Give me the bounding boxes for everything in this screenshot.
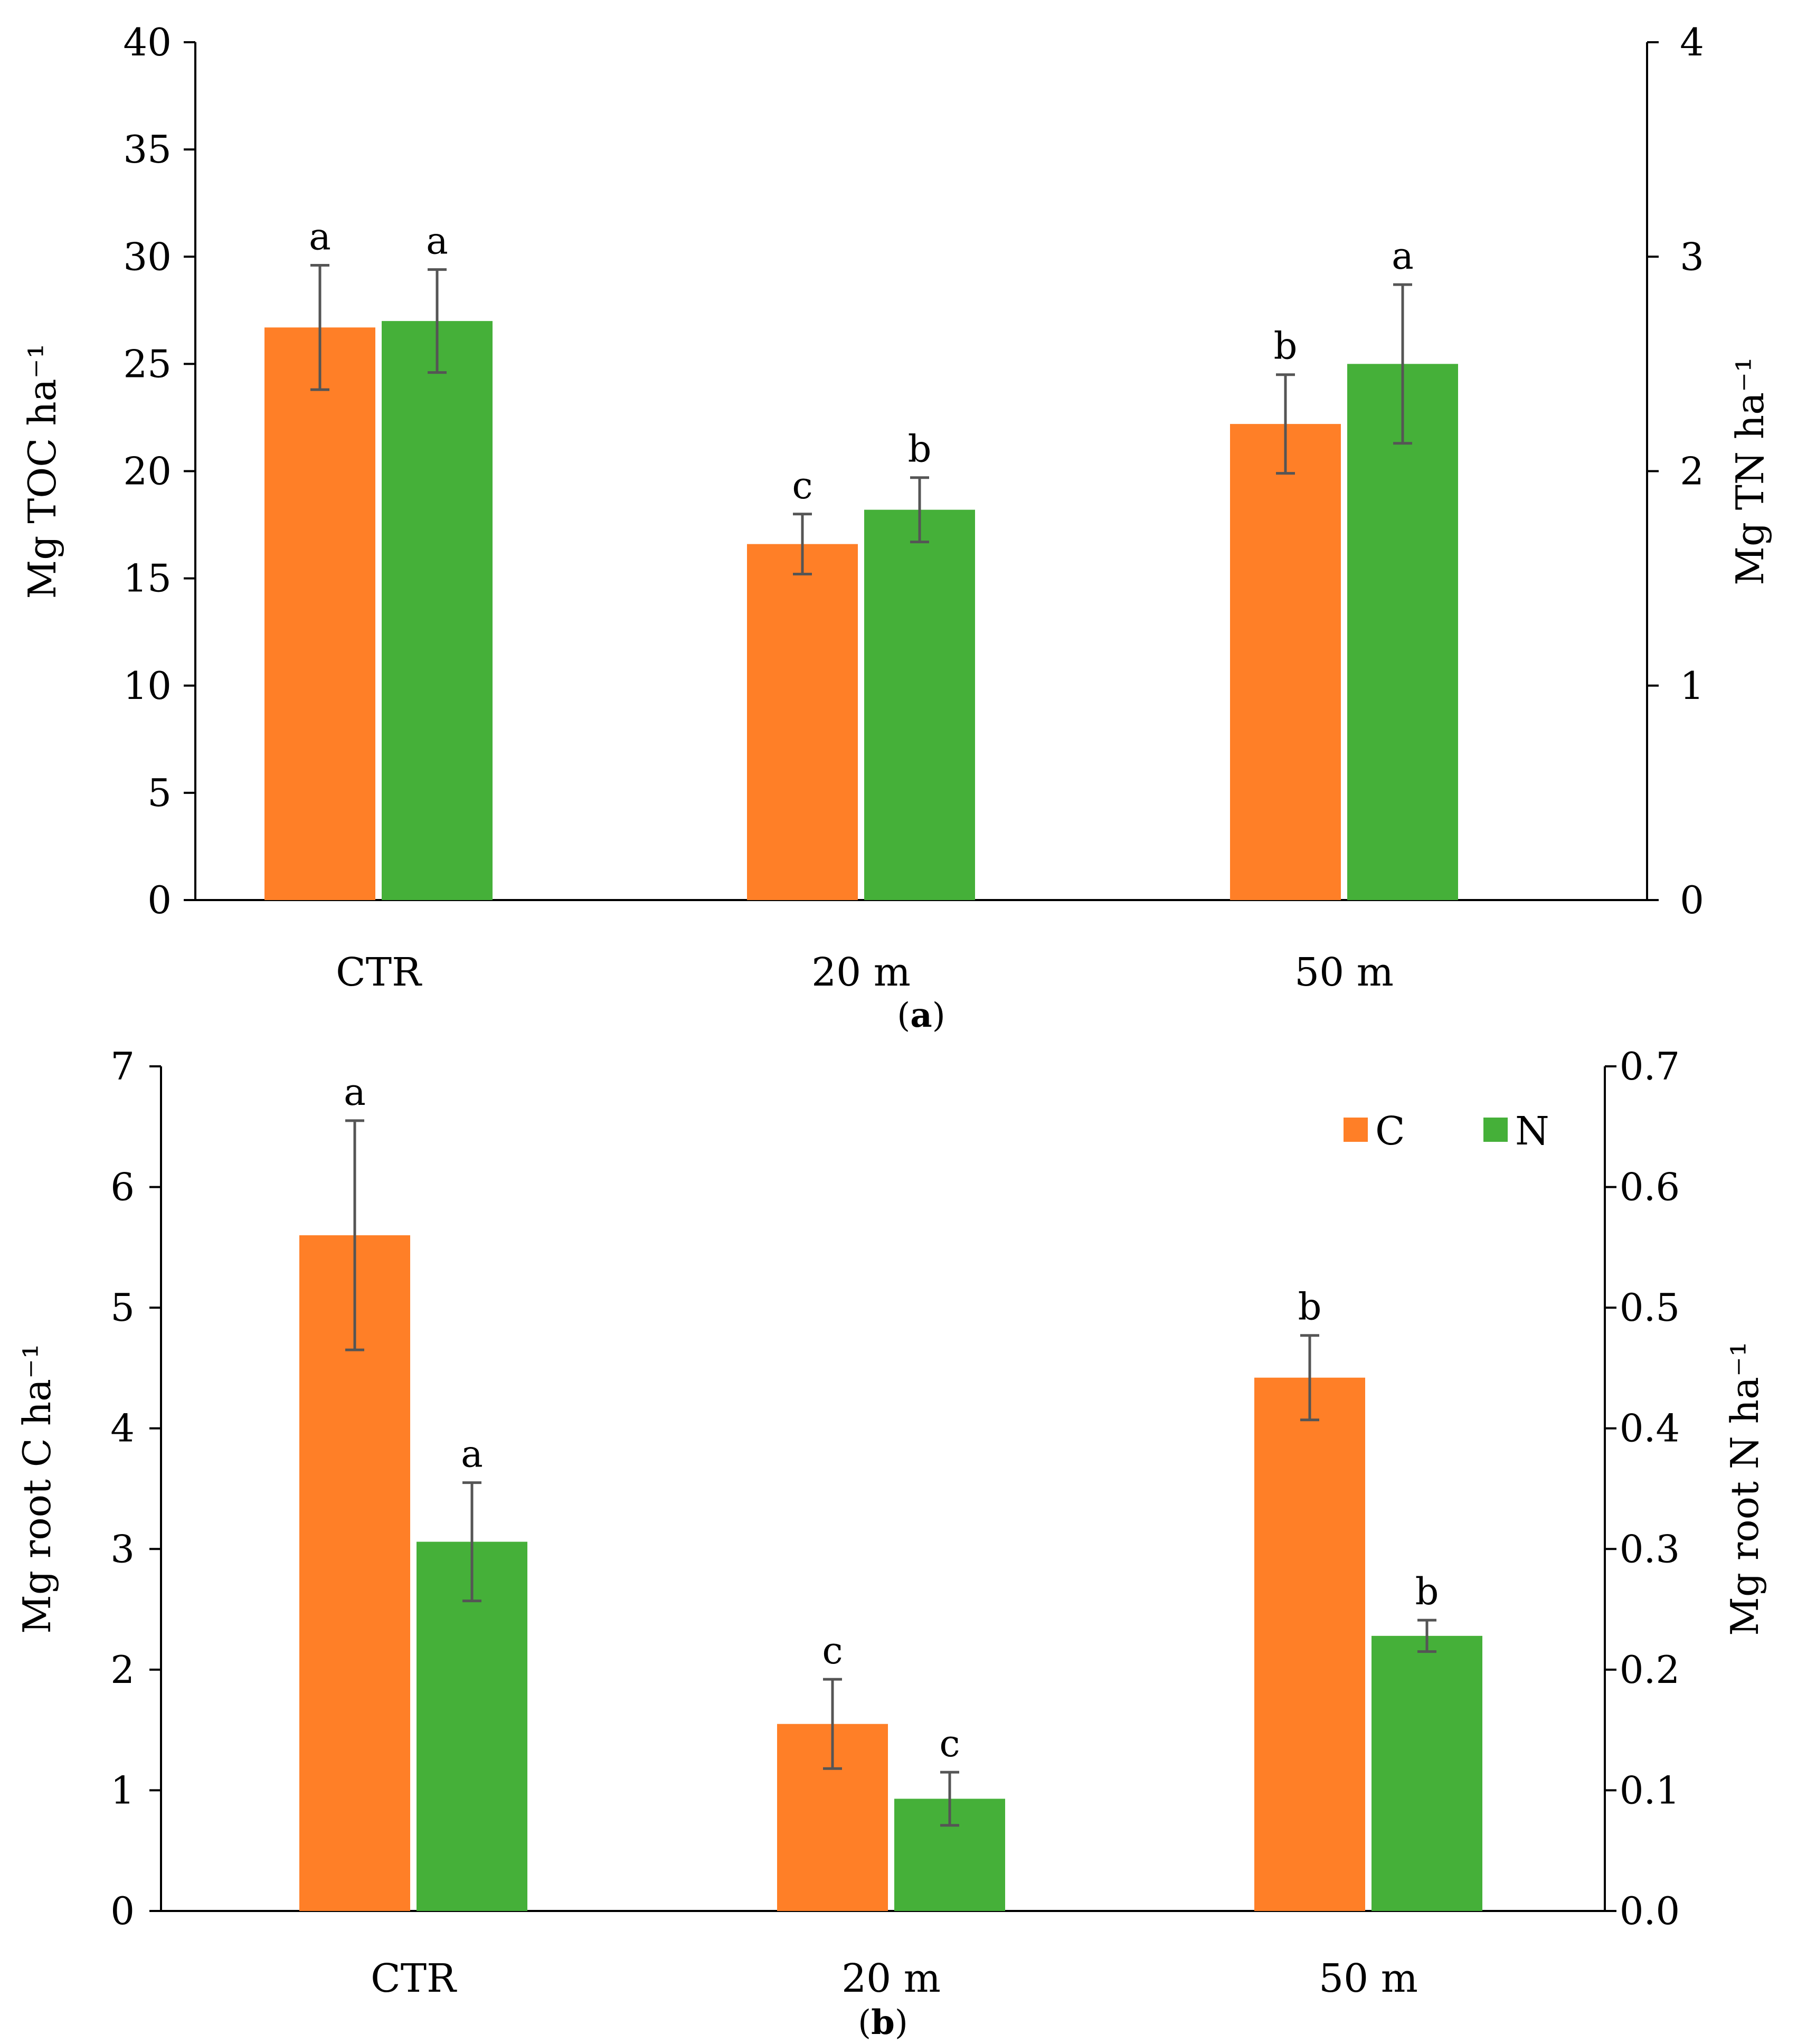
right-tick-label: 2 xyxy=(1680,449,1704,494)
significance-label: a xyxy=(309,215,331,259)
left-tick-label: 7 xyxy=(110,1044,135,1089)
bar-N xyxy=(417,1541,527,1911)
bar-C xyxy=(1230,424,1341,900)
right-tick-label: 3 xyxy=(1680,234,1704,279)
right-tick-label: 0.2 xyxy=(1620,1648,1680,1692)
left-tick-label: 4 xyxy=(110,1406,135,1451)
legend-swatch-C xyxy=(1344,1118,1368,1142)
category-label: CTR xyxy=(336,950,422,995)
panel-letter: a xyxy=(910,996,932,1035)
bar-C xyxy=(264,327,375,900)
right-axis-title: Mg root N ha⁻¹ xyxy=(1723,1341,1767,1636)
right-axis-title: Mg TN ha⁻¹ xyxy=(1728,357,1772,585)
left-tick-label: 5 xyxy=(110,1285,135,1330)
category-label: 20 m xyxy=(841,1956,941,2001)
bar-N xyxy=(1347,364,1458,900)
significance-label: a xyxy=(1392,234,1414,278)
chart-panel-a: 0 5 10 15 20 25 30 35 40 0 1 2 3 4 Mg TOC ha⁻¹ Mg TN ha… xyxy=(20,20,1772,1035)
bar-N xyxy=(382,321,493,900)
bar-N xyxy=(1372,1635,1482,1911)
left-tick-label: 35 xyxy=(123,127,172,172)
category-label: 50 m xyxy=(1319,1956,1418,2001)
significance-label: a xyxy=(344,1071,366,1114)
significance-label: b xyxy=(1415,1570,1439,1613)
significance-label: a xyxy=(426,220,448,263)
right-tick-label: 4 xyxy=(1680,20,1704,64)
significance-label: b xyxy=(908,428,932,471)
panel-letter: b xyxy=(871,2003,895,2042)
left-tick-label: 6 xyxy=(110,1165,135,1209)
panel-label: (b) xyxy=(858,2003,908,2042)
left-tick-label: 25 xyxy=(123,342,172,386)
right-tick-label: 0.1 xyxy=(1620,1768,1680,1812)
right-tick-label: 0.7 xyxy=(1620,1044,1680,1089)
left-tick-label: 15 xyxy=(123,556,172,601)
right-tick-label: 0.3 xyxy=(1620,1527,1680,1571)
right-tick-label: 1 xyxy=(1680,664,1704,708)
bar-C xyxy=(747,544,858,900)
significance-label: a xyxy=(461,1433,483,1476)
right-tick-label: 0.6 xyxy=(1620,1165,1680,1209)
left-tick-label: 30 xyxy=(123,234,172,279)
bar-C xyxy=(1254,1377,1365,1911)
bar-N xyxy=(864,509,975,900)
significance-label: c xyxy=(792,464,812,507)
left-tick-label: 0 xyxy=(110,1889,135,1933)
panel-label: (a) xyxy=(897,996,945,1035)
significance-label: c xyxy=(822,1629,843,1672)
left-axis-title: Mg TOC ha⁻¹ xyxy=(20,344,64,599)
right-tick-label: 0 xyxy=(1680,878,1704,922)
significance-label: c xyxy=(939,1722,960,1765)
category-label: 50 m xyxy=(1294,950,1394,995)
significance-label: b xyxy=(1274,325,1298,368)
left-tick-label: 1 xyxy=(110,1768,135,1812)
left-tick-label: 20 xyxy=(123,449,172,494)
left-tick-label: 5 xyxy=(147,771,172,815)
legend-label-C: C xyxy=(1375,1109,1405,1154)
left-tick-label: 2 xyxy=(110,1648,135,1692)
right-tick-label: 0.0 xyxy=(1620,1889,1680,1933)
legend-label-N: N xyxy=(1515,1109,1549,1154)
left-axis-title: Mg root C ha⁻¹ xyxy=(15,1343,59,1634)
significance-label: b xyxy=(1298,1285,1322,1329)
legend-swatch-N xyxy=(1483,1118,1508,1142)
left-tick-label: 40 xyxy=(123,20,172,64)
left-tick-label: 0 xyxy=(147,878,172,922)
chart-panel-b: 0 1 2 3 4 5 6 7 0.0 0.1 0.2 0.3 0.4 0.5 0.6 0.7 Mg root … xyxy=(15,1044,1767,2042)
left-tick-label: 10 xyxy=(123,664,172,708)
right-tick-label: 0.5 xyxy=(1620,1285,1680,1330)
category-label: CTR xyxy=(371,1956,457,2001)
category-label: 20 m xyxy=(811,950,911,995)
left-tick-label: 3 xyxy=(110,1527,135,1571)
right-tick-label: 0.4 xyxy=(1620,1406,1680,1451)
